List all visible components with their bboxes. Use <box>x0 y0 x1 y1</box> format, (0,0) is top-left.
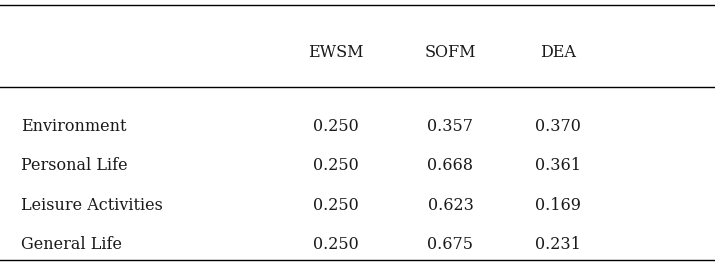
Text: 0.675: 0.675 <box>428 236 473 253</box>
Text: Environment: Environment <box>21 118 127 135</box>
Text: 0.250: 0.250 <box>313 118 359 135</box>
Text: 0.668: 0.668 <box>428 157 473 174</box>
Text: 0.357: 0.357 <box>428 118 473 135</box>
Text: 0.231: 0.231 <box>535 236 581 253</box>
Text: Personal Life: Personal Life <box>21 157 128 174</box>
Text: 0.250: 0.250 <box>313 236 359 253</box>
Text: 0.623: 0.623 <box>428 197 473 214</box>
Text: DEA: DEA <box>540 44 576 61</box>
Text: SOFM: SOFM <box>425 44 476 61</box>
Text: Leisure Activities: Leisure Activities <box>21 197 163 214</box>
Text: 0.250: 0.250 <box>313 157 359 174</box>
Text: EWSM: EWSM <box>308 44 364 61</box>
Text: 0.169: 0.169 <box>535 197 581 214</box>
Text: General Life: General Life <box>21 236 122 253</box>
Text: 0.361: 0.361 <box>535 157 581 174</box>
Text: 0.370: 0.370 <box>535 118 581 135</box>
Text: 0.250: 0.250 <box>313 197 359 214</box>
